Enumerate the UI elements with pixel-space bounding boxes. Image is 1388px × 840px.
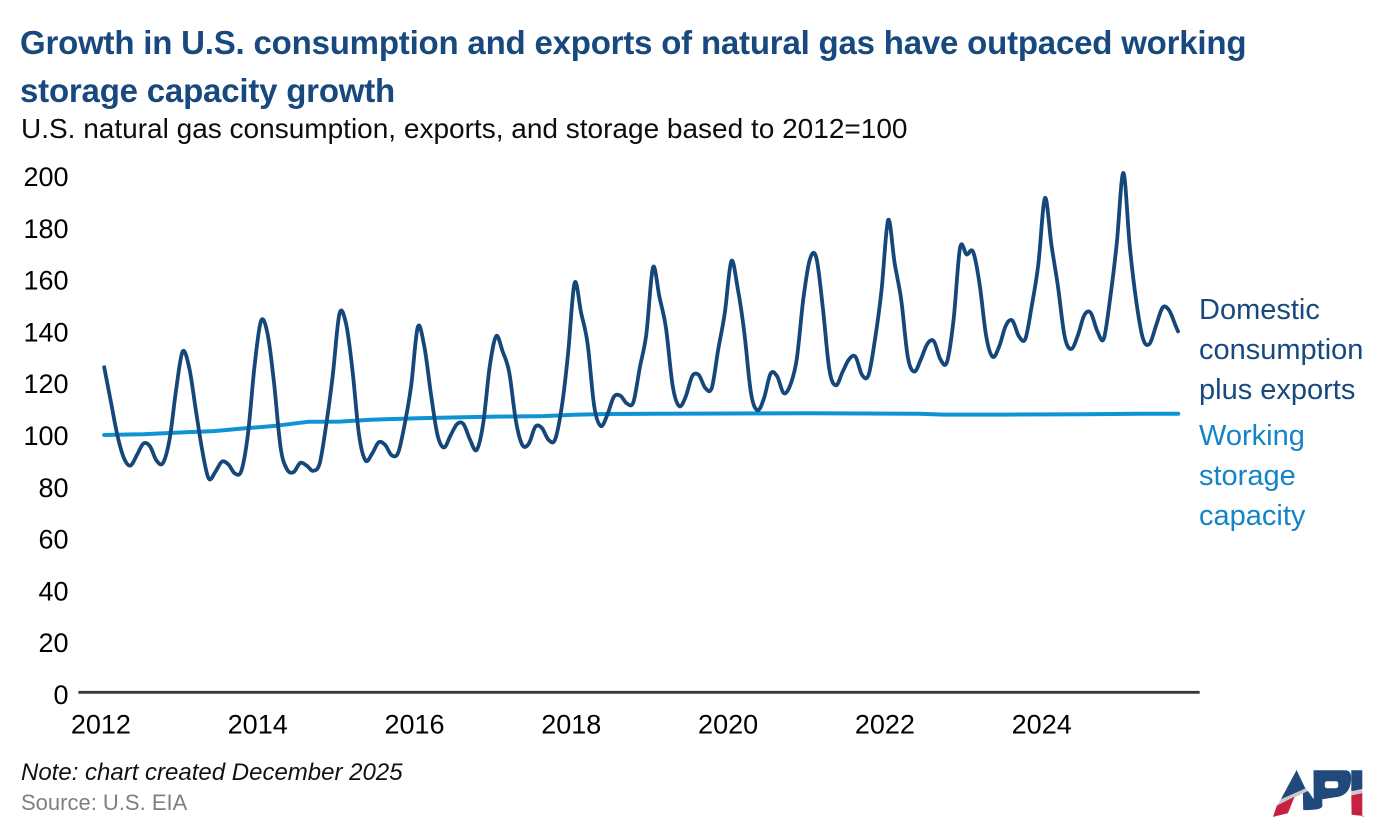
svg-text:160: 160 (23, 266, 68, 296)
svg-text:20: 20 (38, 628, 68, 658)
svg-text:2024: 2024 (1012, 710, 1072, 740)
svg-text:180: 180 (23, 214, 68, 244)
svg-text:2022: 2022 (855, 710, 915, 740)
svg-text:2012: 2012 (71, 710, 131, 740)
svg-text:2020: 2020 (698, 710, 758, 740)
svg-text:80: 80 (38, 473, 68, 503)
svg-text:100: 100 (23, 421, 68, 451)
svg-text:140: 140 (23, 317, 68, 347)
svg-text:2014: 2014 (228, 710, 288, 740)
svg-text:60: 60 (38, 525, 68, 555)
svg-text:2016: 2016 (384, 710, 444, 740)
svg-text:200: 200 (23, 162, 68, 192)
svg-text:40: 40 (38, 576, 68, 606)
svg-text:2018: 2018 (541, 710, 601, 740)
svg-text:0: 0 (53, 680, 68, 710)
svg-text:120: 120 (23, 369, 68, 399)
